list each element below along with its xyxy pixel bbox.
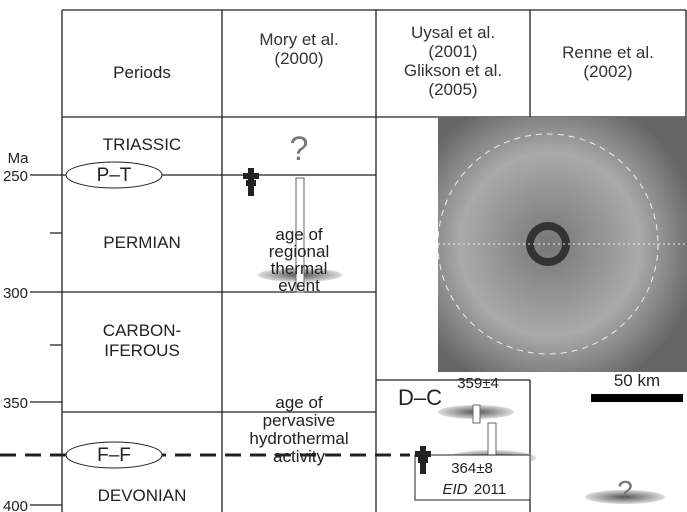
annotation: event: [278, 276, 320, 295]
boundary: P–T: [97, 165, 132, 186]
period: IFEROUS: [104, 341, 180, 360]
axis-label: 350: [3, 395, 28, 412]
header-text: Glikson et al.: [404, 61, 502, 80]
header-text: (2002): [583, 62, 632, 81]
boundary: F–F: [97, 445, 131, 466]
age: 359±4: [457, 375, 499, 392]
age: 364±8: [451, 460, 493, 477]
header-text: Mory et al.: [259, 30, 338, 49]
header-text: (2001): [428, 42, 477, 61]
axis-label: 250: [3, 168, 28, 185]
annotation: age of: [275, 393, 323, 412]
header-text: Uysal et al.: [411, 23, 495, 42]
annotation: activity: [273, 447, 325, 466]
question: ?: [290, 130, 309, 168]
question: ?: [617, 475, 633, 506]
figure: PeriodsMory et al.(2000)Uysal et al.(200…: [0, 0, 687, 512]
period: PERMIAN: [103, 233, 180, 252]
header-text: Renne et al.: [562, 43, 654, 62]
header-text: Periods: [113, 63, 171, 82]
annotation: hydrothermal: [249, 429, 348, 448]
annotation: pervasive: [263, 411, 336, 430]
axis-label: 400: [3, 498, 28, 512]
header-text: (2000): [274, 49, 323, 68]
crater-image: [438, 117, 687, 402]
period: DEVONIAN: [98, 486, 187, 505]
source: EID: [442, 481, 467, 498]
header-text: (2005): [428, 80, 477, 99]
scale-label: 50 km: [614, 371, 660, 390]
source: 2011: [474, 481, 506, 498]
event: D–C: [398, 385, 442, 410]
axis-label: 300: [3, 285, 28, 302]
period: CARBON-: [103, 321, 181, 340]
period: TRIASSIC: [103, 135, 181, 154]
axis-unit: Ma: [8, 150, 29, 167]
